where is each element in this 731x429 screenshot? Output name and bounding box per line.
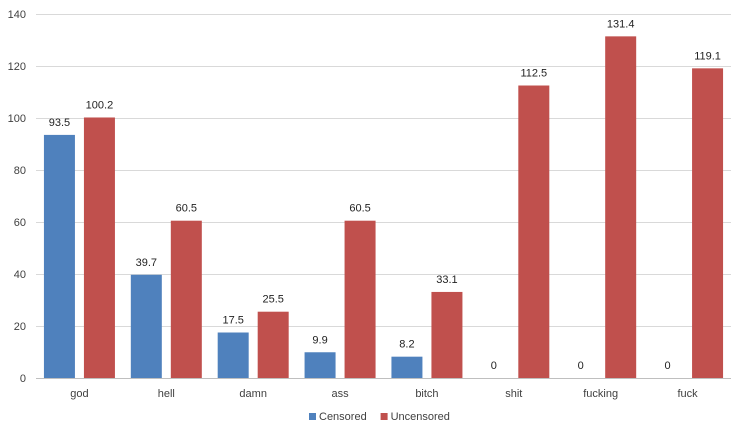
- bar-uncensored-fucking: [605, 36, 637, 379]
- data-label: 0: [491, 360, 497, 372]
- y-tick-label: 100: [8, 113, 26, 125]
- bar-uncensored-hell: [170, 220, 202, 378]
- y-tick-label: 20: [14, 321, 26, 333]
- legend-label-uncensored: Uncensored: [391, 411, 450, 423]
- bar-censored-ass: [304, 352, 336, 378]
- y-tick-label: 140: [8, 9, 26, 21]
- bar-uncensored-bitch: [431, 291, 463, 378]
- data-label: 9.9: [312, 334, 327, 346]
- x-tick-label: damn: [239, 388, 267, 400]
- bar-censored-hell: [130, 274, 162, 378]
- y-axis: 0 20 40 60 80 100 120 140: [8, 9, 26, 385]
- data-label: 0: [578, 360, 584, 372]
- legend: Censored Uncensored: [309, 411, 450, 423]
- data-label: 60.5: [349, 203, 370, 215]
- x-tick-label: god: [70, 388, 88, 400]
- data-labels: 93.5 100.2 39.7 60.5 17.5 25.5 9.9 60.5 8.2 33.1 0…: [49, 18, 721, 372]
- legend-swatch-censored: [309, 413, 316, 420]
- data-label: 112.5: [520, 68, 547, 80]
- x-axis: god hell damn ass bitch shit fucking fuck: [70, 388, 698, 400]
- legend-label-censored: Censored: [319, 411, 367, 423]
- bar-uncensored-god: [83, 117, 115, 378]
- bar-uncensored-ass: [344, 220, 376, 378]
- data-label: 0: [665, 360, 671, 372]
- x-tick-label: ass: [332, 388, 350, 400]
- x-tick-label: fuck: [677, 388, 698, 400]
- data-label: 8.2: [399, 339, 414, 351]
- data-label: 17.5: [222, 315, 243, 327]
- x-tick-label: bitch: [415, 388, 438, 400]
- y-tick-label: 120: [8, 61, 26, 73]
- x-tick-label: shit: [505, 388, 522, 400]
- x-tick-label: hell: [158, 388, 175, 400]
- y-tick-label: 0: [20, 373, 26, 385]
- bar-censored-damn: [217, 332, 249, 378]
- bar-censored-god: [43, 134, 75, 378]
- data-label: 100.2: [86, 99, 114, 111]
- data-label: 93.5: [49, 117, 70, 129]
- bars: [43, 36, 724, 379]
- y-tick-label: 80: [14, 165, 26, 177]
- data-label: 131.4: [607, 18, 635, 30]
- data-label: 119.1: [694, 50, 721, 62]
- data-label: 39.7: [136, 257, 157, 269]
- x-tick-label: fucking: [583, 388, 618, 400]
- y-tick-label: 40: [14, 269, 26, 281]
- data-label: 33.1: [436, 274, 457, 286]
- bar-uncensored-fuck: [692, 68, 724, 378]
- data-label: 60.5: [176, 203, 197, 215]
- legend-swatch-uncensored: [380, 413, 388, 420]
- y-tick-label: 60: [14, 217, 26, 229]
- data-label: 25.5: [262, 294, 283, 306]
- bar-uncensored-damn: [257, 311, 289, 378]
- bar-censored-bitch: [391, 356, 423, 378]
- bar-uncensored-shit: [518, 85, 550, 378]
